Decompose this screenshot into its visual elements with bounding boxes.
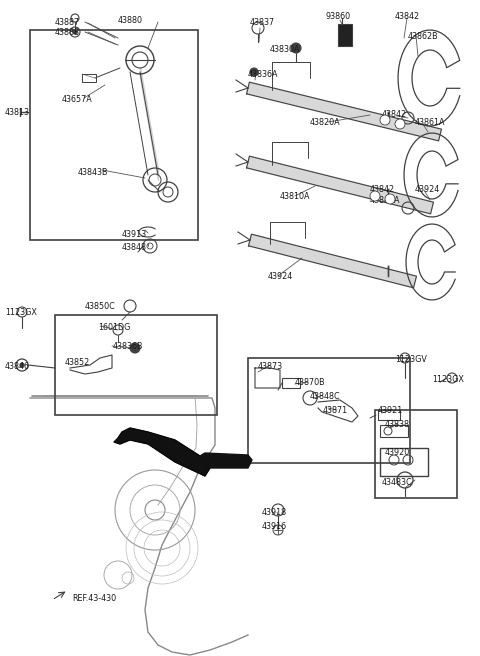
Text: 43887: 43887 (55, 18, 80, 27)
Text: 43820A: 43820A (310, 118, 341, 127)
Text: 43888: 43888 (55, 28, 80, 37)
Text: 43837: 43837 (250, 18, 275, 27)
Text: 1601DG: 1601DG (98, 323, 131, 332)
Circle shape (370, 191, 380, 201)
Polygon shape (200, 453, 252, 468)
Text: 43842: 43842 (370, 185, 395, 194)
Text: 1123GV: 1123GV (395, 355, 427, 364)
Text: 43846: 43846 (5, 362, 30, 371)
Text: 1123GX: 1123GX (5, 308, 37, 317)
Text: 43657A: 43657A (62, 95, 93, 104)
Text: 43916: 43916 (262, 522, 287, 531)
Text: 43848C: 43848C (310, 392, 341, 401)
Text: 43913: 43913 (122, 230, 147, 239)
Circle shape (130, 343, 140, 353)
Bar (82, 74, 96, 82)
Bar (30, 30, 198, 240)
Text: 43918: 43918 (262, 508, 287, 517)
Polygon shape (114, 428, 210, 476)
Circle shape (380, 115, 390, 125)
Text: REF.43-430: REF.43-430 (72, 594, 116, 603)
Text: 43921: 43921 (378, 406, 403, 415)
Text: 43842: 43842 (382, 110, 407, 119)
Circle shape (291, 43, 301, 53)
Text: 93860: 93860 (325, 12, 350, 21)
Text: 43852: 43852 (65, 358, 90, 367)
Text: 43850C: 43850C (85, 302, 116, 311)
Text: 43483C: 43483C (382, 478, 413, 487)
Text: 1123GX: 1123GX (432, 375, 464, 384)
Bar (380, 448, 428, 476)
Text: 43836A: 43836A (248, 70, 278, 79)
Polygon shape (249, 234, 417, 288)
Circle shape (385, 194, 395, 204)
Text: 43924: 43924 (415, 185, 440, 194)
Circle shape (73, 30, 77, 34)
Text: 43870B: 43870B (295, 378, 325, 387)
Bar (375, 410, 457, 498)
Circle shape (20, 363, 24, 367)
Text: 43873: 43873 (258, 362, 283, 371)
Text: 43924: 43924 (268, 272, 293, 281)
Circle shape (395, 119, 405, 129)
Text: 43862B: 43862B (408, 32, 439, 41)
Text: 43813: 43813 (5, 108, 30, 117)
Polygon shape (247, 156, 433, 214)
Bar (282, 378, 300, 388)
Bar (378, 410, 400, 420)
Polygon shape (247, 82, 442, 141)
Text: 43836B: 43836B (113, 342, 144, 351)
Bar (380, 425, 408, 437)
Text: 43838: 43838 (385, 420, 410, 429)
Bar (55, 315, 217, 415)
Text: 43920: 43920 (385, 448, 410, 457)
Text: 43841A: 43841A (370, 196, 400, 205)
Text: 43871: 43871 (323, 406, 348, 415)
Text: 43842: 43842 (395, 12, 420, 21)
Text: 43843B: 43843B (78, 168, 108, 177)
Circle shape (250, 68, 258, 76)
Text: 43880: 43880 (118, 16, 143, 25)
Bar (338, 24, 352, 46)
Text: 43861A: 43861A (415, 118, 445, 127)
Text: 43830A: 43830A (270, 45, 300, 54)
Text: 43810A: 43810A (280, 192, 311, 201)
Bar (248, 358, 410, 463)
Text: 43848: 43848 (122, 243, 147, 252)
